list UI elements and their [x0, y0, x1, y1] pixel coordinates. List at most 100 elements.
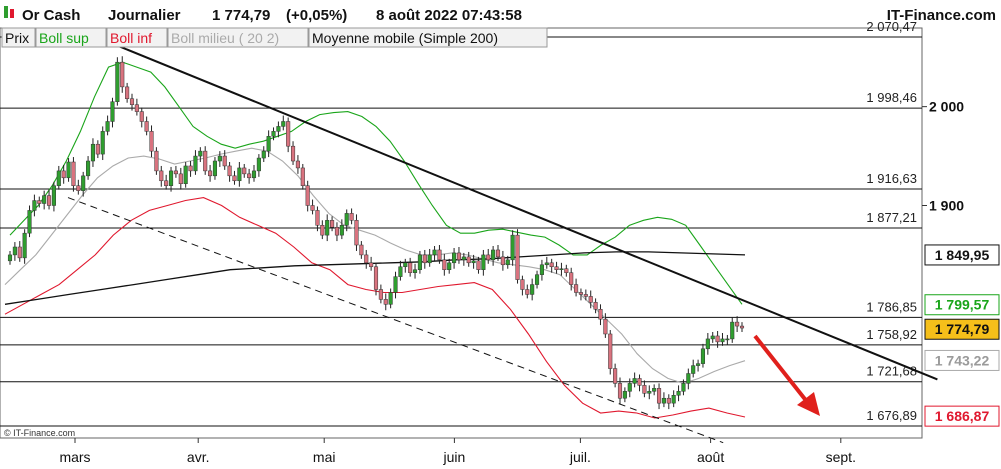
value-badges: 1 849,95 1 799,57 1 774,79 1 743,22 1 686,87	[924, 244, 1000, 427]
instrument-name: Or Cash	[22, 7, 80, 24]
logo-bar-1-icon	[4, 6, 8, 18]
candle-body-107	[530, 284, 535, 295]
candle-body-126	[622, 391, 627, 399]
x-tick-label-5: août	[697, 449, 724, 465]
candle-body-115	[569, 272, 574, 285]
candle-body-82	[408, 262, 413, 273]
candle-body-16	[86, 160, 91, 177]
candle-body-121	[598, 309, 603, 320]
candle-body-142	[700, 348, 706, 364]
price-change: (+0,05%)	[286, 7, 347, 24]
x-tick-label-6: sept.	[826, 449, 856, 465]
candle-body-148	[730, 321, 735, 340]
candle-body-40	[203, 150, 208, 172]
candle-body-130	[642, 385, 647, 394]
candle-body-83	[412, 269, 418, 273]
candle-body-17	[90, 143, 96, 162]
candle-body-88	[437, 249, 442, 261]
legend-box-0	[1, 27, 36, 48]
candle-body-56	[281, 121, 286, 127]
candle-body-131	[647, 391, 652, 394]
candle-body-96	[476, 260, 481, 270]
candle-body-15	[81, 175, 86, 191]
legend: Prix Boll sup Boll inf Boll milieu ( 20 2) M…	[1, 27, 548, 48]
candle-body-143	[705, 338, 710, 350]
candle-body-45	[227, 165, 232, 177]
series-line-3	[4, 147, 746, 384]
candle-body-61	[305, 185, 310, 206]
candle-body-36	[183, 165, 188, 184]
level-label-4: 1 786,85	[866, 299, 917, 314]
trendlines	[67, 36, 938, 444]
badge-box-2	[924, 318, 1000, 340]
candle-body-122	[603, 318, 608, 335]
candle-body-95	[471, 260, 476, 264]
candle-body-87	[432, 249, 437, 256]
candle-body-127	[627, 383, 632, 392]
candle-body-12	[66, 161, 71, 179]
candle-body-58	[290, 145, 296, 162]
candle-body-1	[12, 246, 17, 256]
candle-body-92	[456, 252, 462, 261]
level-label-3: 1 877,21	[866, 210, 917, 225]
forecast-arrow	[753, 334, 820, 416]
legend-label-3: Boll milieu ( 20 2)	[171, 30, 279, 46]
x-tick-label-4: juil.	[569, 449, 591, 465]
legend-box-2	[106, 27, 168, 48]
candle-body-50	[251, 170, 257, 179]
arrow-head-icon	[797, 392, 820, 416]
badge-label-3: 1 743,22	[935, 352, 990, 368]
candle-body-147	[725, 338, 730, 341]
candle-body-76	[378, 289, 383, 300]
candle-body-52	[261, 150, 266, 159]
candle-body-43	[217, 155, 222, 162]
candle-body-84	[417, 254, 422, 270]
candle-body-51	[256, 157, 261, 172]
candle-body-31	[159, 170, 164, 182]
candle-body-28	[144, 121, 149, 132]
candle-body-89	[442, 259, 447, 270]
candle-body-20	[105, 121, 110, 132]
candle-body-34	[173, 170, 178, 175]
candle-body-138	[681, 383, 686, 392]
candle-body-129	[637, 378, 642, 386]
trendline-solid	[97, 36, 938, 381]
candle-body-135	[666, 397, 671, 404]
candle-body-5	[32, 200, 37, 211]
candle-body-141	[696, 363, 701, 366]
candle-body-25	[129, 98, 135, 105]
legend-box-3	[167, 27, 309, 48]
candle-body-93	[461, 256, 466, 261]
trendline-dashed	[67, 197, 724, 444]
candle-body-6	[37, 200, 42, 204]
arrow-shaft	[753, 334, 810, 405]
badge-label-1: 1 799,57	[935, 297, 990, 313]
series-line-2	[4, 197, 746, 419]
candle-body-55	[276, 126, 281, 132]
candle-body-150	[739, 325, 745, 329]
candle-body-94	[466, 256, 471, 264]
candle-body-30	[154, 150, 159, 172]
brand-name: IT-Finance.com	[887, 7, 996, 24]
candle-body-105	[520, 279, 525, 290]
badge-box-4	[924, 405, 1000, 427]
legend-box-1	[35, 27, 107, 48]
candle-body-125	[617, 383, 623, 399]
candle-body-85	[422, 254, 427, 264]
legend-label-1: Boll sup	[39, 30, 89, 46]
candle-body-65	[325, 220, 330, 236]
candle-body-69	[344, 213, 349, 226]
candle-body-57	[286, 121, 291, 147]
candle-body-78	[388, 292, 393, 305]
badge-label-4: 1 686,87	[935, 408, 990, 424]
candle-body-46	[232, 175, 237, 182]
candle-body-68	[339, 225, 344, 236]
candle-body-118	[583, 294, 588, 297]
header-bar: Or Cash Journalier 1 774,79 (+0,05%) 8 a…	[4, 6, 996, 24]
candle-body-110	[544, 262, 549, 266]
candle-body-104	[515, 234, 520, 280]
candle-body-53	[266, 136, 271, 152]
candle-body-111	[549, 262, 554, 268]
candle-body-134	[661, 397, 666, 404]
quote-datetime: 8 août 2022 07:43:58	[376, 7, 522, 24]
